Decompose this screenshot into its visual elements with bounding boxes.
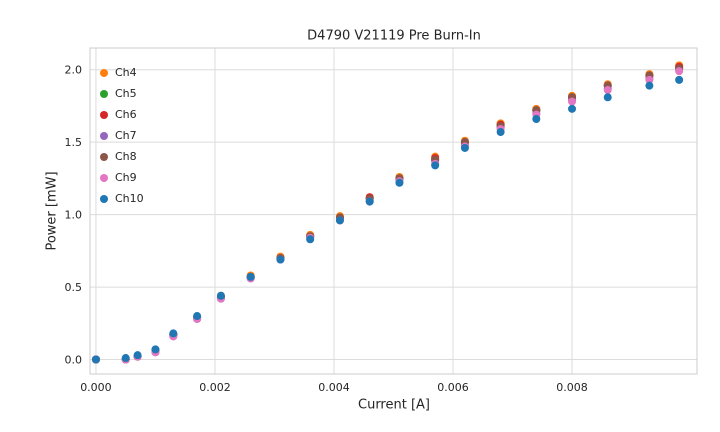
x-tick-label: 0.006 (437, 381, 469, 394)
x-tick-label: 0.008 (556, 381, 588, 394)
data-point (675, 67, 684, 76)
data-point (431, 161, 440, 170)
data-point (216, 291, 225, 300)
legend-marker-icon (100, 89, 108, 98)
legend-label: Ch9 (115, 171, 137, 184)
data-point (169, 329, 178, 338)
y-tick-label: 0.0 (65, 354, 83, 367)
legend-label: Ch6 (115, 108, 137, 121)
legend-label: Ch10 (115, 192, 144, 205)
x-tick-label: 0.000 (80, 381, 112, 394)
legend-label: Ch5 (115, 87, 137, 100)
legend-item: Ch6 (100, 104, 144, 125)
legend-marker-icon (100, 131, 108, 140)
legend-item: Ch4 (100, 62, 144, 83)
data-point (276, 255, 285, 264)
data-point (306, 235, 315, 244)
data-point (121, 354, 130, 363)
legend-item: Ch8 (100, 146, 144, 167)
data-point (496, 128, 505, 137)
y-tick-label: 2.0 (65, 64, 83, 77)
legend-marker-icon (100, 152, 108, 161)
x-tick-label: 0.004 (318, 381, 350, 394)
y-tick-label: 1.5 (65, 136, 83, 149)
data-point (151, 345, 160, 354)
data-point (246, 272, 255, 281)
legend-marker-icon (100, 194, 108, 203)
legend-marker-icon (100, 110, 108, 119)
legend-item: Ch5 (100, 83, 144, 104)
legend: Ch4 Ch5 Ch6 Ch7 Ch8 Ch9 Ch10 (100, 62, 144, 209)
data-point (645, 75, 654, 84)
data-point (193, 312, 202, 321)
y-tick-label: 1.0 (65, 209, 83, 222)
data-point (645, 81, 654, 90)
x-axis-label: Current [A] (358, 397, 430, 413)
data-point (395, 178, 404, 187)
legend-marker-icon (100, 68, 108, 77)
data-point (603, 93, 612, 102)
chart-title: D4790 V21119 Pre Burn-In (307, 28, 481, 44)
data-point (675, 75, 684, 84)
legend-label: Ch8 (115, 150, 137, 163)
legend-label: Ch4 (115, 66, 137, 79)
data-point (91, 355, 100, 364)
legend-marker-icon (100, 173, 108, 182)
data-point (603, 86, 612, 95)
data-point (335, 216, 344, 225)
legend-item: Ch7 (100, 125, 144, 146)
x-tick-label: 0.002 (199, 381, 231, 394)
legend-item: Ch9 (100, 167, 144, 188)
data-point (365, 197, 374, 206)
y-tick-label: 0.5 (65, 281, 83, 294)
data-point (532, 114, 541, 123)
data-point (460, 143, 469, 152)
data-point (568, 97, 577, 106)
data-point (568, 104, 577, 113)
legend-label: Ch7 (115, 129, 137, 142)
data-point (133, 351, 142, 360)
legend-item: Ch10 (100, 188, 144, 209)
